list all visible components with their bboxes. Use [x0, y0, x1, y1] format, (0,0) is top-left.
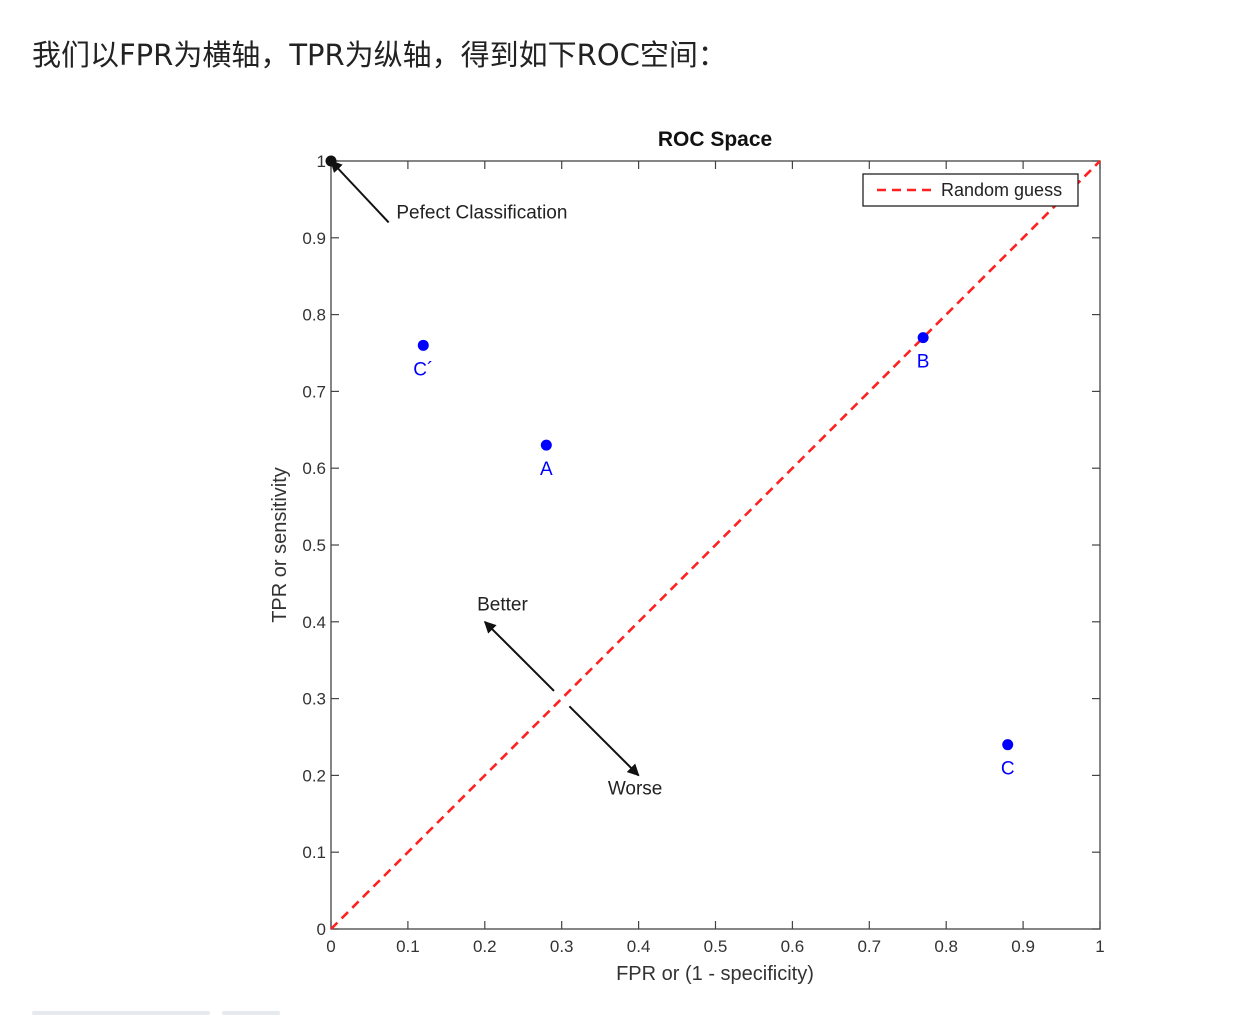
legend-entry: Random guess [941, 180, 1062, 200]
y-tick-label: 0.8 [302, 306, 326, 325]
random-guess-layer [330, 160, 1101, 930]
x-tick-label: 0.8 [934, 937, 958, 956]
annotations: Pefect Classification Better Worse [330, 160, 663, 800]
x-tick-label: 0.2 [473, 937, 497, 956]
y-tick-label: 0.1 [302, 843, 326, 862]
points: A B C C´ [325, 155, 1015, 780]
y-axis-label: TPR or sensitivity [269, 467, 291, 623]
x-tick-label: 0 [326, 937, 335, 956]
roc-point-label: A [540, 459, 553, 480]
annotation-text: Better [477, 594, 528, 615]
x-axis-label: FPR or (1 - specificity) [616, 963, 814, 985]
x-tick-label: 0.1 [396, 937, 420, 956]
legend-box [862, 173, 1079, 207]
roc-point [1002, 739, 1014, 751]
annotation-text: Worse [608, 779, 663, 800]
roc-point [540, 439, 552, 451]
y-tick-label: 0.4 [302, 613, 326, 632]
roc-point [417, 339, 429, 351]
y-tick-label: 0.3 [302, 690, 326, 709]
legend: Random guess [862, 173, 1079, 207]
x-tick-label: 0.9 [1011, 937, 1035, 956]
perfect-classification-point [325, 155, 337, 167]
y-tick-label: 0.7 [302, 382, 326, 401]
axes: 0 0.1 0.2 0.3 0.4 0.5 0.6 0.7 0.8 0.9 1 0 0.1 0.2 0.3 0… [302, 152, 1104, 956]
annotation-arrow [568, 705, 640, 777]
x-tick-label: 0.3 [550, 937, 574, 956]
chart-title: ROC Space [658, 128, 772, 151]
y-tick-label: 0.9 [302, 229, 326, 248]
x-tick-label: 0.5 [704, 937, 728, 956]
y-tick-label: 1 [317, 152, 326, 171]
footer-divider [222, 1011, 280, 1015]
x-tick-label: 0.6 [781, 937, 805, 956]
annotation-text: Pefect Classification [396, 203, 567, 224]
annotation-arrow [330, 160, 390, 224]
x-tick-label: 1 [1095, 937, 1104, 956]
roc-point-label: C [1001, 759, 1015, 780]
annotation-arrow [483, 620, 555, 692]
y-tick-label: 0 [317, 920, 326, 939]
x-tick-label: 0.4 [627, 937, 651, 956]
intro-text: 我们以FPR为横轴，TPR为纵轴，得到如下ROC空间： [32, 38, 727, 72]
roc-point [917, 332, 929, 344]
roc-point-label: C´ [413, 359, 433, 380]
y-tick-label: 0.5 [302, 536, 326, 555]
random-guess-line [330, 160, 1101, 930]
y-tick-label: 0.2 [302, 766, 326, 785]
y-tick-label: 0.6 [302, 459, 326, 478]
footer-divider [32, 1011, 210, 1015]
roc-point-label: B [917, 352, 930, 373]
x-tick-label: 0.7 [857, 937, 881, 956]
